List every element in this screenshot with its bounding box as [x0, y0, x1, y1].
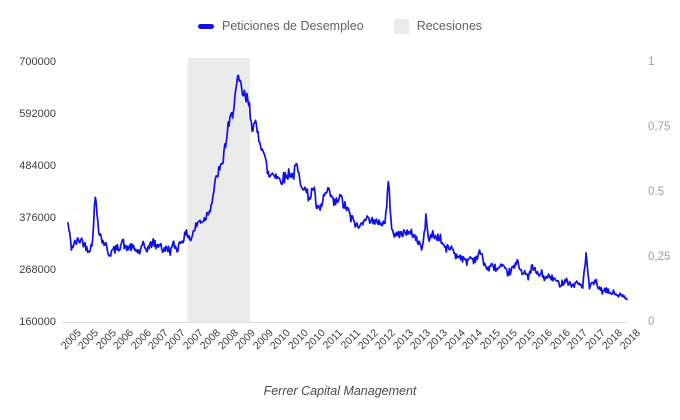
y-left-tick-label: 592000 — [19, 108, 56, 120]
legend: Peticiones de Desempleo Recesiones — [0, 16, 680, 36]
claims-line — [67, 74, 628, 301]
y-right-tick-label: 0,75 — [648, 120, 671, 133]
y-right-tick-label: 0,25 — [648, 250, 671, 263]
y-right-tick-label: 0 — [648, 315, 655, 328]
y-left-tick-label: 700000 — [19, 56, 56, 68]
legend-item-recessions[interactable]: Recesiones — [393, 18, 483, 34]
chart-caption: Ferrer Capital Management — [263, 384, 417, 398]
y-left-tick-label: 268000 — [19, 264, 56, 276]
legend-label-recessions: Recesiones — [416, 19, 483, 33]
y-right-tick-label: 1 — [648, 55, 655, 68]
y-left-tick-label: 160000 — [19, 316, 56, 328]
y-left-tick-label: 376000 — [19, 212, 56, 224]
recession-band — [187, 58, 250, 323]
line-series-swatch-icon — [197, 23, 214, 29]
y-left-tick-label: 484000 — [19, 160, 56, 172]
legend-label-claims: Peticiones de Desempleo — [221, 19, 364, 33]
recession-swatch-icon — [393, 18, 409, 34]
legend-item-claims[interactable]: Peticiones de Desempleo — [197, 19, 364, 33]
y-right-tick-label: 0,5 — [648, 185, 664, 198]
